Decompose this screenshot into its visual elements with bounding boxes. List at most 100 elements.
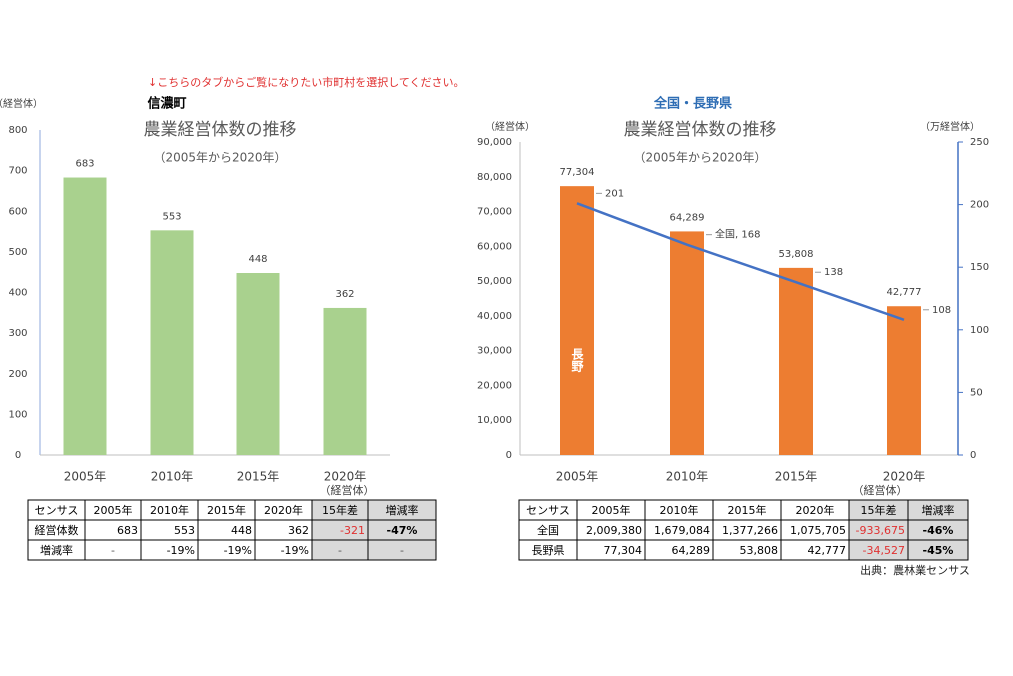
series-label: 長野 xyxy=(570,347,584,373)
x-tick-label: 2020年 xyxy=(324,470,367,484)
table-header: 2010年 xyxy=(660,503,699,517)
table-value: -933,675 xyxy=(856,524,905,537)
table-value: 553 xyxy=(174,524,195,537)
table-value: 1,679,084 xyxy=(654,524,710,537)
y-tick-label: 50,000 xyxy=(477,276,512,287)
table-header: 15年差 xyxy=(322,503,358,517)
data-label: 448 xyxy=(248,254,267,265)
data-label: 683 xyxy=(75,159,94,170)
table-value: 64,289 xyxy=(672,544,711,557)
table-value: 1,377,266 xyxy=(722,524,778,537)
table-header: 増減率 xyxy=(386,503,419,517)
bar xyxy=(150,230,194,455)
y-tick-label: 0 xyxy=(15,450,21,461)
y-tick-label: 400 xyxy=(8,288,27,299)
x-tick-label: 2020年 xyxy=(883,470,926,484)
bar xyxy=(323,307,367,455)
table-value: 362 xyxy=(288,524,309,537)
table-value: 経営体数 xyxy=(35,523,79,537)
table-unit: （経営体） xyxy=(320,483,375,497)
table-value: -46% xyxy=(923,524,954,537)
y-tick-label: 600 xyxy=(8,206,27,217)
table-value: - xyxy=(400,544,404,557)
bar xyxy=(236,273,280,455)
x-tick-label: 2015年 xyxy=(237,470,280,484)
bar xyxy=(560,186,594,455)
data-label: 64,289 xyxy=(670,212,705,223)
chart-header: 信濃町 xyxy=(147,96,186,112)
table-header: センサス xyxy=(35,504,79,517)
x-tick-label: 2015年 xyxy=(775,470,818,484)
chart-subtitle: （2005年から2020年） xyxy=(153,151,286,165)
table-value: 2,009,380 xyxy=(586,524,642,537)
table-value: -19% xyxy=(224,544,252,557)
table-value: 1,075,705 xyxy=(790,524,846,537)
table-value: 77,304 xyxy=(604,544,643,557)
y-axis-label: （経営体） xyxy=(0,97,43,110)
table-value: -47% xyxy=(387,524,418,537)
source: 出典：農林業センサス xyxy=(860,563,970,577)
y-tick-label: 300 xyxy=(8,328,27,339)
table-value: - xyxy=(338,544,342,557)
data-label: 553 xyxy=(162,211,181,222)
table-unit: （経営体） xyxy=(853,483,908,497)
table-value: -34,527 xyxy=(863,544,905,557)
x-tick-label: 2010年 xyxy=(151,470,194,484)
table-value: 448 xyxy=(231,524,252,537)
table-header: 2005年 xyxy=(592,503,631,517)
table-header: センサス xyxy=(526,504,570,517)
y-tick-label: 30,000 xyxy=(477,346,512,357)
table-value: 長野県 xyxy=(532,544,565,557)
y-axis-label: （経営体） xyxy=(485,120,535,133)
x-tick-label: 2005年 xyxy=(64,470,107,484)
table-value: -45% xyxy=(923,544,954,557)
y-tick-label: 20,000 xyxy=(477,380,512,391)
table-value: 683 xyxy=(117,524,138,537)
y-tick-label: 80,000 xyxy=(477,172,512,183)
data-label: 362 xyxy=(335,289,354,300)
table-cell xyxy=(367,539,437,561)
y2-tick-label: 200 xyxy=(970,200,989,211)
data-label: 108 xyxy=(932,305,951,316)
data-label: 53,808 xyxy=(779,249,814,260)
line xyxy=(576,202,905,321)
table-value: 53,808 xyxy=(740,544,779,557)
table-header: 2015年 xyxy=(207,503,246,517)
y2-tick-label: 100 xyxy=(970,325,989,336)
y-tick-label: 500 xyxy=(8,247,27,258)
table-value: - xyxy=(111,544,115,557)
x-tick-label: 2010年 xyxy=(666,470,709,484)
table-value: 42,777 xyxy=(808,544,847,557)
y2-tick-label: 0 xyxy=(970,450,976,461)
table-value: -19% xyxy=(281,544,309,557)
data-label: 138 xyxy=(824,267,843,278)
data-label: 42,777 xyxy=(887,287,922,298)
y2-axis-label: （万経営体） xyxy=(920,120,980,133)
table-value: -19% xyxy=(167,544,195,557)
table-value: 増減率 xyxy=(40,543,73,557)
bar xyxy=(779,267,813,455)
x-tick-label: 2005年 xyxy=(556,470,599,484)
y-tick-label: 70,000 xyxy=(477,207,512,218)
table-value: -321 xyxy=(340,524,365,537)
chart-subtitle: （2005年から2020年） xyxy=(633,151,766,165)
table-header: 15年差 xyxy=(861,503,897,517)
data-label: 201 xyxy=(605,188,624,199)
notice: ↓こちらのタブからご覧になりたい市町村を選択してください。 xyxy=(148,75,465,89)
table-value: 全国 xyxy=(537,523,559,537)
y-tick-label: 40,000 xyxy=(477,311,512,322)
y-tick-label: 100 xyxy=(8,409,27,420)
bar xyxy=(63,177,107,455)
bar xyxy=(670,231,704,455)
y2-tick-label: 250 xyxy=(970,137,989,148)
chart-header: 全国・長野県 xyxy=(653,96,732,112)
y-tick-label: 700 xyxy=(8,166,27,177)
data-label: 全国, 168 xyxy=(715,228,760,241)
y-tick-label: 800 xyxy=(8,125,27,136)
chart-title: 農業経営体数の推移 xyxy=(624,120,777,140)
chart-title: 農業経営体数の推移 xyxy=(144,120,297,140)
y2-tick-label: 50 xyxy=(970,387,983,398)
table-header: 2020年 xyxy=(264,503,303,517)
